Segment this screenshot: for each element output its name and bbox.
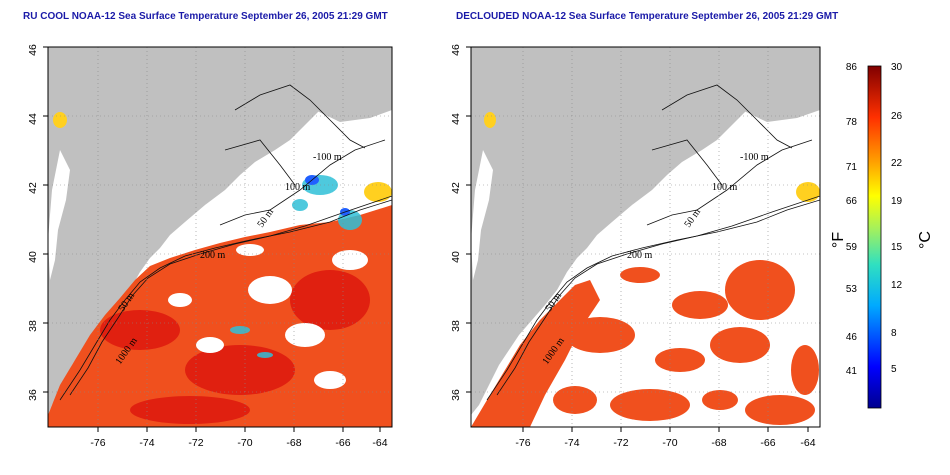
right-map-sound: [632, 198, 672, 212]
left-lat-tick-42: 42: [27, 182, 39, 194]
colorbar-c-tick-19: 19: [891, 196, 903, 207]
colorbar-f-tick-53: 53: [846, 284, 858, 295]
right-contour-label-1: -100 m: [740, 152, 769, 163]
right-map-land: [471, 47, 820, 415]
right-lat-tick-38: 38: [450, 320, 462, 332]
left-lon-tick-68: -68: [286, 437, 301, 449]
left-map-novascotia: [300, 60, 392, 122]
colorbar-gradient: [867, 65, 882, 409]
left-map-warm-water: [48, 205, 392, 427]
left-map-frame: [47, 46, 393, 428]
left-contour-label-1: -100 m: [313, 152, 342, 163]
left-lon-tick-66: -66: [335, 437, 350, 449]
right-map-grid: [471, 47, 820, 427]
colorbar-f-tick-46: 46: [846, 332, 858, 343]
colorbar-f-tick-41: 41: [846, 366, 858, 377]
left-lat-tick-44: 44: [27, 113, 39, 125]
colorbar-c-tick-30: 30: [891, 62, 903, 73]
right-contour-label-4: 200 m: [627, 250, 653, 261]
right-lon-tick-76: -76: [515, 437, 530, 449]
right-lat-tick-42: 42: [450, 182, 462, 194]
left-lon-tick-64: -64: [372, 437, 387, 449]
colorbar-f-tick-66: 66: [846, 196, 858, 207]
right-map-warm-water: [471, 260, 819, 427]
left-lon-tick-76: -76: [90, 437, 105, 449]
colorbar-fahrenheit-label: °F: [830, 232, 847, 248]
colorbar-c-tick-26: 26: [891, 111, 903, 122]
right-map: -100 m 100 m 50 m 200 m 50 m 1000 m: [450, 44, 821, 449]
left-map: -100 m 100 m 50 m 200 m 50 m 1000 m: [27, 44, 393, 449]
right-map-contours: [486, 84, 820, 401]
left-map-ticks: [43, 46, 381, 432]
right-map-frame: [470, 46, 821, 428]
left-map-warm-patches: [100, 270, 370, 424]
left-lat-tick-38: 38: [27, 320, 39, 332]
right-lat-tick-44: 44: [450, 113, 462, 125]
left-lat-tick-36: 36: [27, 389, 39, 401]
left-lat-tick-46: 46: [27, 44, 39, 56]
right-map-ticks: [466, 46, 809, 432]
right-map-novascotia: [727, 60, 820, 122]
left-contour-label-4: 200 m: [200, 250, 226, 261]
right-lon-tick-64: -64: [800, 437, 815, 449]
colorbar-f-tick-59: 59: [846, 242, 858, 253]
left-map-title: RU COOL NOAA-12 Sea Surface Temperature …: [23, 11, 388, 22]
left-map-land: [48, 47, 392, 415]
right-lat-tick-46: 46: [450, 44, 462, 56]
right-lat-tick-36: 36: [450, 389, 462, 401]
left-map-sound: [205, 198, 245, 212]
right-lat-tick-40: 40: [450, 251, 462, 263]
right-contour-label-2: 100 m: [712, 182, 738, 193]
left-map-grid: [48, 47, 392, 427]
colorbar-celsius-label: °C: [917, 231, 934, 249]
left-contour-label-2: 100 m: [285, 182, 311, 193]
right-map-title: DECLOUDED NOAA-12 Sea Surface Temperatur…: [456, 11, 839, 22]
left-map-bay: [48, 150, 70, 280]
right-lon-tick-68: -68: [711, 437, 726, 449]
left-lat-tick-40: 40: [27, 251, 39, 263]
left-lon-tick-70: -70: [237, 437, 252, 449]
colorbar-f-tick-78: 78: [846, 117, 858, 128]
left-lon-tick-74: -74: [139, 437, 154, 449]
right-map-bay: [471, 150, 493, 280]
colorbar-c-tick-5: 5: [891, 364, 897, 375]
colorbar-c-tick-15: 15: [891, 242, 903, 253]
left-map-clouds: [168, 244, 368, 389]
colorbar: 86 78 71 66 59 53 46 41 30 26 22 19 15 1…: [830, 62, 934, 409]
right-lon-tick-74: -74: [564, 437, 579, 449]
colorbar-c-tick-22: 22: [891, 158, 903, 169]
colorbar-c-tick-8: 8: [891, 328, 897, 339]
colorbar-f-tick-86: 86: [846, 62, 858, 73]
right-lon-tick-72: -72: [613, 437, 628, 449]
right-lon-tick-66: -66: [760, 437, 775, 449]
right-lon-tick-70: -70: [662, 437, 677, 449]
colorbar-c-tick-12: 12: [891, 280, 903, 291]
left-lon-tick-72: -72: [188, 437, 203, 449]
colorbar-f-tick-71: 71: [846, 162, 858, 173]
